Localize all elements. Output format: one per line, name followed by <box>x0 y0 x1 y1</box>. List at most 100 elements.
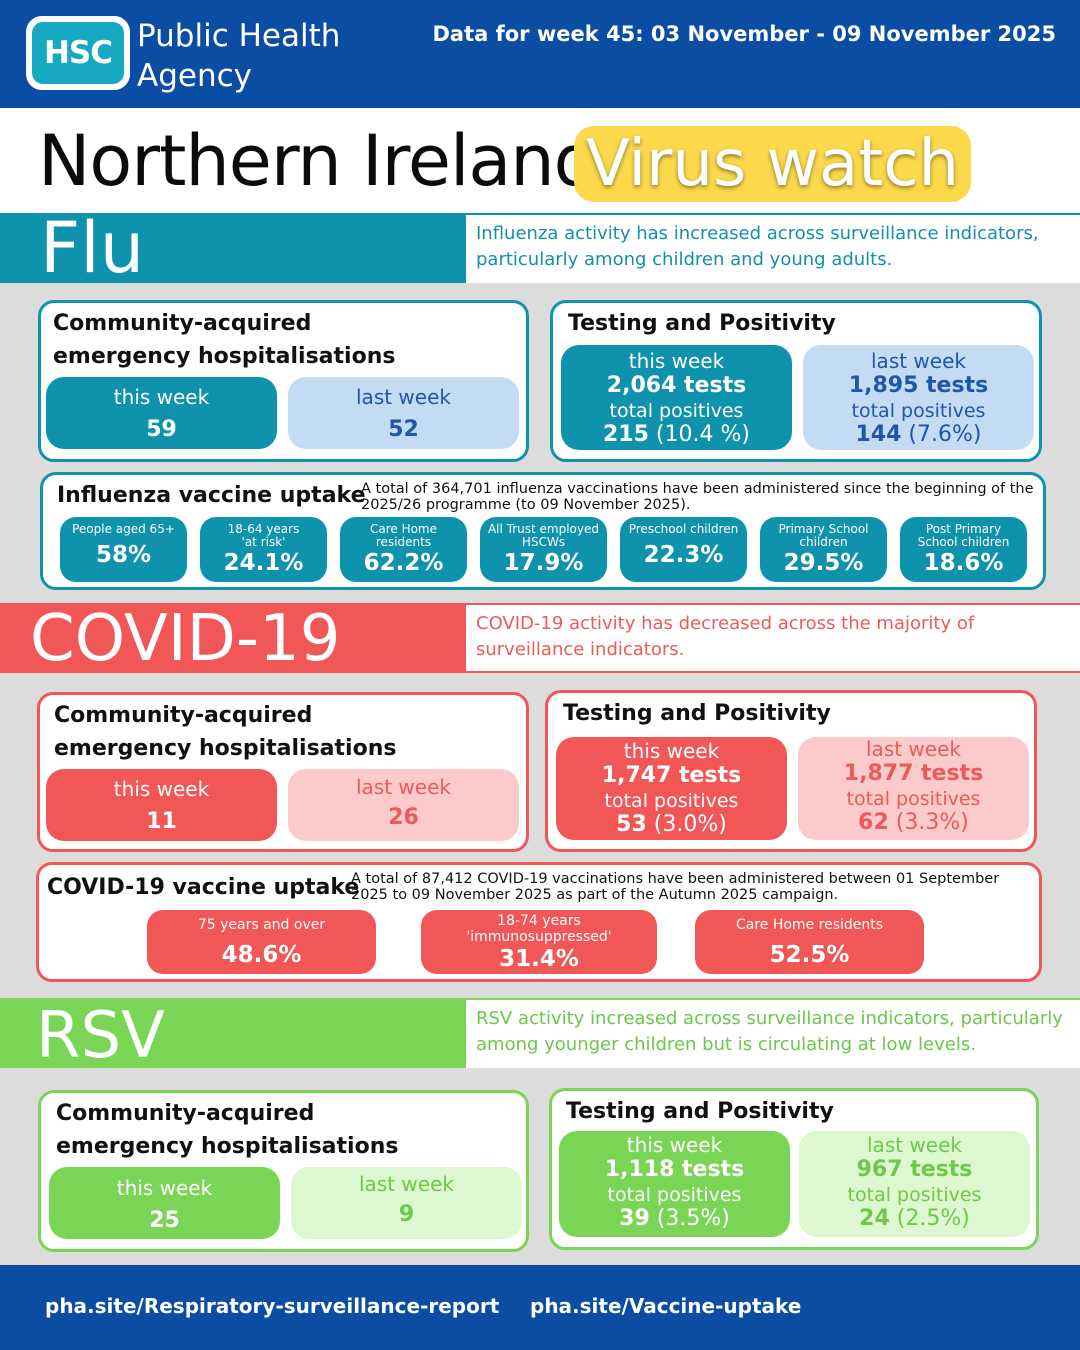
rsv-testing-this-week: this week 1,118 tests total positives 39… <box>559 1131 790 1237</box>
covid-hosp-this-week-label: this week <box>113 777 210 801</box>
rsv-testing-last-week-positives: 24 (2.5%) <box>799 1207 1030 1231</box>
flu-vaccine-group-label: Care Home <box>369 522 438 536</box>
rsv-testing-last-week-pct: (2.5%) <box>889 1206 970 1231</box>
flu-vaccine-group-value: 58% <box>95 542 152 568</box>
flu-vaccine-title: Influenza vaccine uptake <box>57 483 366 508</box>
covid-testing-last-week: last week 1,877 tests total positives 62… <box>798 737 1029 840</box>
covid-vaccine-title: COVID-19 vaccine uptake <box>47 875 360 900</box>
flu-testing-this-week-positives: 215 (10.4 %) <box>561 423 792 447</box>
rsv-testing-last-week-pos-label: total positives <box>847 1184 982 1206</box>
flu-vaccine-group-label2: 'at risk' <box>241 535 286 549</box>
covid-vaccine-group: 75 years and over 48.6% <box>147 910 376 974</box>
covid-section-title: COVID-19 <box>30 602 341 676</box>
flu-testing-this-week-pos-count: 215 <box>603 422 649 447</box>
covid-hosp-last-week-value: 26 <box>388 805 419 830</box>
flu-vaccine-group: People aged 65+ 58% <box>60 517 187 582</box>
flu-vaccine-group-value: 24.1% <box>223 550 304 576</box>
covid-hosp-this-week: this week 11 <box>46 769 277 841</box>
agency-name-line2: Agency <box>137 58 252 94</box>
covid-testing-last-week-pos-count: 62 <box>858 810 889 835</box>
flu-vaccine-group-label2: HSCWs <box>521 535 566 549</box>
covid-vaccine-card: COVID-19 vaccine uptake A total of 87,41… <box>36 862 1042 982</box>
flu-vaccine-group-value: 62.2% <box>363 550 444 576</box>
flu-testing-last-week: last week 1,895 tests total positives 14… <box>803 345 1034 450</box>
agency-name-line1: Public Health <box>137 18 341 54</box>
flu-vaccine-group: Care Home residents 62.2% <box>340 517 467 582</box>
title-highlight: Virus watch <box>574 126 971 202</box>
flu-testing-this-week-label: this week <box>628 349 725 373</box>
flu-testing-last-week-pos-label: total positives <box>851 400 986 422</box>
rsv-testing-this-week-tests: 1,118 tests <box>604 1157 745 1182</box>
flu-hosp-last-week-value: 52 <box>388 417 419 442</box>
link-vaccine-uptake[interactable]: pha.site/Vaccine-uptake <box>530 1294 802 1318</box>
flu-vaccine-group-value: 18.6% <box>923 550 1004 576</box>
covid-testing-last-week-pct: (3.3%) <box>888 810 969 835</box>
covid-vaccine-group-value: 48.6% <box>221 942 302 968</box>
covid-hospitalisations-card: Community-acquired emergency hospitalisa… <box>37 692 529 852</box>
flu-hosp-title-line2: emergency hospitalisations <box>53 344 396 369</box>
rsv-testing-card: Testing and Positivity this week 1,118 t… <box>549 1088 1039 1250</box>
flu-summary: Influenza activity has increased across … <box>466 213 1080 283</box>
covid-hosp-last-week-label: last week <box>356 775 451 799</box>
covid-testing-this-week-tests: 1,747 tests <box>601 763 742 788</box>
flu-vaccine-group-label: Preschool children <box>628 522 739 536</box>
flu-testing-last-week-tests: 1,895 tests <box>848 373 989 398</box>
covid-testing-this-week-positives: 53 (3.0%) <box>556 813 787 837</box>
flu-testing-this-week: this week 2,064 tests total positives 21… <box>561 345 792 450</box>
rsv-hosp-title-line2: emergency hospitalisations <box>56 1134 399 1159</box>
covid-testing-this-week-pos-count: 53 <box>616 812 647 837</box>
flu-hosp-this-week-value: 59 <box>146 417 177 442</box>
flu-testing-last-week-positives: 144 (7.6%) <box>803 423 1034 447</box>
flu-vaccine-group-label: People aged 65+ <box>72 522 175 536</box>
flu-vaccine-group-label2: residents <box>375 535 432 549</box>
flu-section-title: Flu <box>40 207 145 289</box>
page-title: Northern Ireland <box>38 120 598 202</box>
link-respiratory-surveillance-report[interactable]: pha.site/Respiratory-surveillance-report <box>45 1294 500 1318</box>
week-label: Data for week 45: 03 November - 09 Novem… <box>432 22 1056 46</box>
covid-vaccine-group-label: Care Home residents <box>735 917 884 933</box>
covid-hosp-last-week: last week 26 <box>288 769 519 841</box>
hsc-logo: HSC <box>26 16 130 90</box>
flu-vaccine-group-label: Post Primary <box>925 522 1002 536</box>
covid-vaccine-group-value: 52.5% <box>769 942 850 968</box>
flu-testing-last-week-pct: (7.6%) <box>901 422 982 447</box>
covid-vaccine-note: A total of 87,412 COVID-19 vaccinations … <box>351 871 1000 903</box>
flu-vaccine-group-label: All Trust employed <box>487 522 600 536</box>
rsv-testing-last-week-pos-count: 24 <box>859 1206 890 1231</box>
flu-testing-title: Testing and Positivity <box>568 311 836 336</box>
rsv-hosp-last-week: last week 9 <box>291 1167 522 1239</box>
flu-vaccine-group-value: 29.5% <box>783 550 864 576</box>
covid-vaccine-group-label: 18-74 years <box>497 913 581 929</box>
rsv-hosp-last-week-value: 9 <box>398 1202 415 1227</box>
covid-testing-this-week-label: this week <box>623 739 720 763</box>
covid-vaccine-group-value: 31.4% <box>499 946 579 972</box>
covid-hosp-title-line1: Community-acquired <box>54 703 313 728</box>
covid-testing-this-week-pct: (3.0%) <box>646 812 727 837</box>
flu-testing-this-week-pct: (10.4 %) <box>648 422 750 447</box>
flu-vaccine-group: Primary School children 29.5% <box>760 517 887 582</box>
rsv-hosp-this-week: this week 25 <box>49 1167 280 1239</box>
rsv-testing-last-week-tests: 967 tests <box>856 1157 973 1182</box>
flu-hosp-this-week: this week 59 <box>46 377 277 449</box>
top-banner <box>0 0 1080 108</box>
rsv-hosp-title: Community-acquired emergency hospitalisa… <box>56 1097 398 1163</box>
flu-testing-last-week-label: last week <box>871 349 966 373</box>
footer-bar <box>0 1265 1080 1350</box>
agency-name: Public Health Agency <box>137 16 340 96</box>
flu-vaccine-group-value: 17.9% <box>503 550 584 576</box>
rsv-hospitalisations-card: Community-acquired emergency hospitalisa… <box>38 1090 529 1252</box>
flu-vaccine-group-label2: children <box>799 535 848 549</box>
rsv-testing-this-week-label: this week <box>626 1133 723 1157</box>
covid-testing-last-week-tests: 1,877 tests <box>843 761 984 786</box>
rsv-hosp-this-week-label: this week <box>116 1176 213 1200</box>
rsv-testing-this-week-pct: (3.5%) <box>649 1206 730 1231</box>
flu-vaccine-note: A total of 364,701 influenza vaccination… <box>361 481 1034 513</box>
covid-hosp-title: Community-acquired emergency hospitalisa… <box>54 699 396 765</box>
flu-hospitalisations-card: Community-acquired emergency hospitalisa… <box>38 300 529 462</box>
covid-testing-last-week-pos-label: total positives <box>846 788 981 810</box>
rsv-hosp-this-week-value: 25 <box>149 1208 180 1233</box>
rsv-testing-last-week: last week 967 tests total positives 24 (… <box>799 1131 1030 1237</box>
flu-vaccine-group: All Trust employed HSCWs 17.9% <box>480 517 607 582</box>
rsv-testing-this-week-pos-count: 39 <box>619 1206 650 1231</box>
covid-vaccine-group-label2: 'immunosuppressed' <box>466 929 612 945</box>
